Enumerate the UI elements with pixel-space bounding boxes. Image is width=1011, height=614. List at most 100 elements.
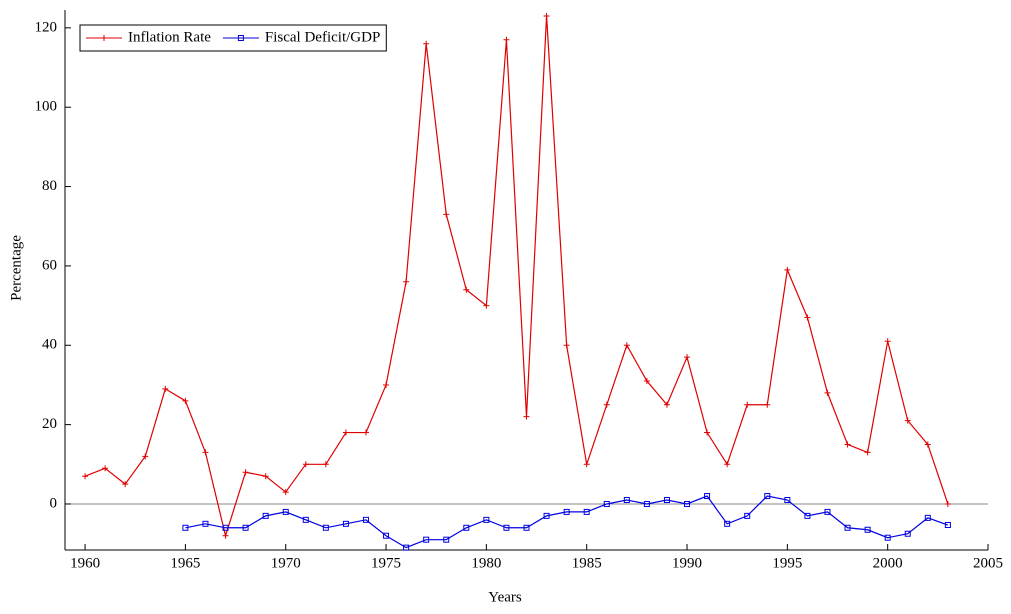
series-line	[84, 15, 949, 538]
point	[302, 516, 309, 523]
point	[623, 497, 630, 504]
point	[383, 381, 390, 388]
point	[222, 524, 229, 531]
point	[322, 461, 329, 468]
point	[262, 473, 269, 480]
point	[764, 493, 771, 500]
legend-label: Inflation Rate	[128, 29, 211, 45]
x-tick-label: 1985	[572, 555, 602, 571]
x-tick-label: 1965	[170, 555, 200, 571]
point	[904, 530, 911, 537]
point	[684, 354, 691, 361]
point	[603, 500, 610, 507]
point	[944, 500, 951, 507]
point	[403, 278, 410, 285]
y-tick-label: 20	[42, 416, 57, 432]
point	[583, 508, 590, 515]
point	[403, 544, 410, 551]
point	[463, 524, 470, 531]
point	[864, 526, 871, 533]
point	[262, 512, 269, 519]
legend-marker	[237, 35, 244, 41]
point	[924, 514, 931, 521]
point	[623, 342, 630, 349]
x-tick-label: 1995	[772, 555, 802, 571]
point	[182, 397, 189, 404]
point	[102, 465, 109, 472]
point	[864, 449, 871, 456]
point	[423, 536, 430, 543]
point	[543, 512, 550, 519]
point	[724, 461, 731, 468]
point	[704, 429, 711, 436]
x-tick-label: 1980	[471, 555, 501, 571]
point	[804, 314, 811, 321]
point	[463, 286, 470, 293]
point	[583, 461, 590, 468]
point	[603, 401, 610, 408]
y-tick-label: 100	[35, 99, 58, 115]
y-tick-label: 0	[50, 495, 58, 511]
point	[944, 522, 951, 529]
point	[523, 524, 530, 531]
point	[443, 536, 450, 543]
point	[202, 449, 209, 456]
point	[563, 342, 570, 349]
x-tick-label: 1990	[672, 555, 702, 571]
point	[663, 401, 670, 408]
series-line	[185, 495, 949, 549]
point	[122, 481, 129, 488]
point	[844, 441, 851, 448]
y-tick-label: 80	[42, 178, 57, 194]
point	[543, 12, 550, 19]
point	[784, 497, 791, 504]
point	[302, 461, 309, 468]
point	[322, 524, 329, 531]
point	[724, 520, 731, 527]
point	[383, 532, 390, 539]
point	[282, 508, 289, 515]
point	[282, 489, 289, 496]
point	[824, 389, 831, 396]
point	[162, 385, 169, 392]
point	[804, 512, 811, 519]
point	[704, 493, 711, 500]
point	[663, 497, 670, 504]
point	[362, 516, 369, 523]
point	[744, 401, 751, 408]
point	[523, 413, 530, 420]
point	[443, 211, 450, 218]
point	[503, 36, 510, 43]
legend-label: Fiscal Deficit/GDP	[265, 29, 380, 45]
point	[643, 377, 650, 384]
x-tick-label: 1975	[371, 555, 401, 571]
point	[844, 524, 851, 531]
legend-marker	[101, 35, 107, 41]
point	[182, 524, 189, 531]
point	[824, 508, 831, 515]
point	[684, 500, 691, 507]
point	[82, 473, 89, 480]
point	[202, 520, 209, 527]
point	[342, 520, 349, 527]
y-tick-label: 60	[42, 257, 57, 273]
point	[884, 338, 891, 345]
x-tick-label: 1960	[70, 555, 100, 571]
point	[362, 429, 369, 436]
x-tick-label: 2005	[973, 555, 1003, 571]
y-tick-label: 120	[35, 19, 58, 35]
x-tick-label: 2000	[873, 555, 903, 571]
point	[924, 441, 931, 448]
point	[242, 469, 249, 476]
point	[563, 508, 570, 515]
point	[423, 40, 430, 47]
point	[884, 534, 891, 541]
x-axis-label: Years	[488, 589, 522, 605]
point	[744, 512, 751, 519]
point	[142, 453, 149, 460]
point	[784, 266, 791, 273]
point	[764, 401, 771, 408]
point	[483, 516, 490, 523]
point	[222, 532, 229, 539]
